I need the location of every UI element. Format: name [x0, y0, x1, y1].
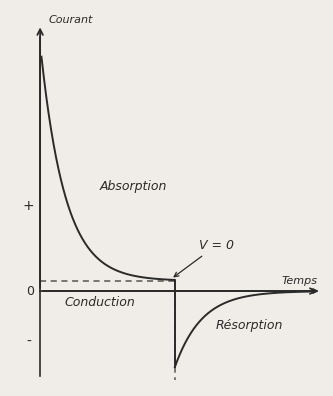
Text: V = 0: V = 0 [174, 239, 234, 277]
Text: Absorption: Absorption [99, 179, 167, 192]
Text: Résorption: Résorption [215, 319, 283, 332]
Text: +: + [23, 200, 35, 213]
Text: 0: 0 [26, 285, 34, 297]
Text: Courant: Courant [48, 15, 93, 25]
Text: Temps: Temps [282, 276, 318, 286]
Text: -: - [26, 335, 31, 349]
Text: Conduction: Conduction [64, 296, 135, 309]
